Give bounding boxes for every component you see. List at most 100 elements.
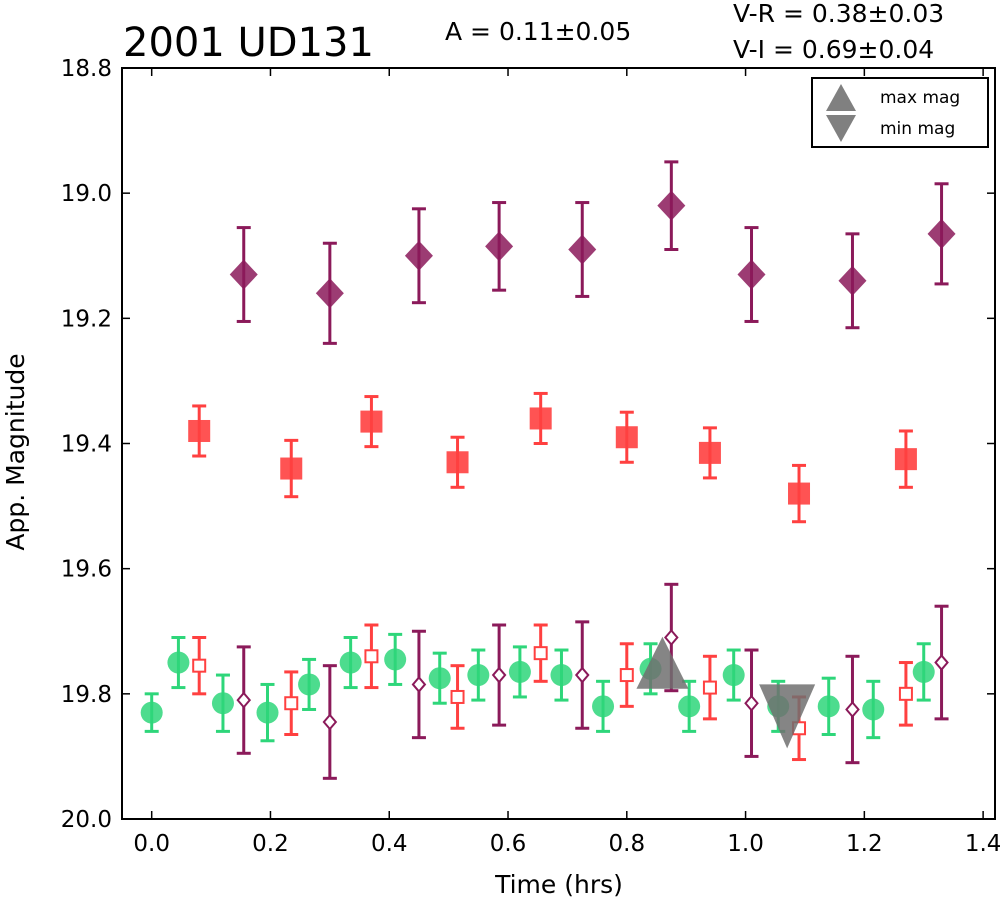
data-point	[229, 259, 258, 290]
data-point	[280, 457, 303, 480]
legend: max mag min mag	[811, 77, 989, 148]
diamond-marker	[927, 218, 956, 249]
circle-marker	[862, 698, 885, 721]
data-point	[838, 265, 867, 296]
circle-marker	[256, 701, 279, 724]
diamond-marker	[485, 231, 514, 262]
data-point	[912, 660, 935, 683]
square-marker	[698, 441, 721, 464]
data-point	[236, 691, 252, 709]
data-point	[568, 234, 597, 265]
open-diamond-marker	[664, 628, 679, 647]
open-diamond-marker	[322, 713, 338, 731]
data-point	[140, 701, 163, 724]
data-point	[592, 695, 615, 718]
circle-marker	[508, 660, 531, 683]
x-tick-label: 0.2	[252, 831, 289, 857]
chart-title: 2001 UD131	[123, 20, 374, 66]
min-mag-marker	[759, 684, 816, 749]
data-point	[404, 240, 433, 271]
x-tick-label: 1.4	[965, 831, 1000, 857]
x-tick-label: 1.2	[846, 831, 883, 857]
data-point	[411, 675, 427, 693]
circle-marker	[550, 664, 573, 687]
open-diamond-marker	[934, 654, 949, 672]
circle-marker	[140, 701, 163, 724]
diamond-marker	[315, 278, 344, 309]
color-index-vi: V-I = 0.69±0.04	[733, 35, 934, 64]
data-point	[702, 680, 717, 695]
x-tick-label: 0.0	[133, 831, 170, 857]
data-point	[298, 673, 321, 696]
open-diamond-marker	[411, 675, 427, 693]
open-diamond-marker	[574, 666, 590, 684]
y-tick-label: 19.4	[61, 432, 112, 458]
open-square-marker	[192, 658, 207, 673]
y-axis-label: App. Magnitude	[1, 353, 30, 550]
data-point	[428, 667, 451, 690]
data-point	[927, 218, 956, 249]
open-square-marker	[364, 649, 379, 664]
legend-max-mag-marker	[826, 84, 856, 111]
data-point	[167, 651, 190, 674]
data-point	[192, 658, 207, 673]
data-point	[722, 664, 745, 687]
legend-min-mag-label: min mag	[880, 119, 955, 139]
circle-marker	[211, 692, 234, 715]
square-marker	[280, 457, 303, 480]
data-point	[211, 692, 234, 715]
diamond-marker	[737, 259, 766, 290]
square-marker	[360, 410, 383, 433]
circle-marker	[722, 664, 745, 687]
data-point	[188, 419, 211, 442]
square-marker	[529, 407, 552, 430]
circle-marker	[467, 664, 490, 687]
open-square-marker	[898, 686, 913, 701]
square-marker	[615, 426, 638, 449]
amplitude-label: A = 0.11±0.05	[445, 17, 631, 46]
y-tick-label: 19.6	[61, 557, 112, 583]
x-tick-label: 0.4	[371, 831, 408, 857]
y-tick-label: 19.8	[61, 682, 112, 708]
data-point	[788, 482, 811, 505]
diamond-marker	[838, 265, 867, 296]
data-point	[533, 646, 548, 661]
square-marker	[894, 448, 917, 471]
circle-marker	[817, 695, 840, 718]
y-tick-label: 20.0	[61, 807, 112, 833]
data-point	[845, 700, 860, 719]
diamond-marker	[568, 234, 597, 265]
open-square-marker	[702, 680, 717, 695]
open-diamond-marker	[845, 700, 860, 719]
data-point	[485, 231, 514, 262]
square-marker	[446, 451, 469, 474]
x-tick-label: 0.6	[490, 831, 527, 857]
data-point	[934, 654, 949, 672]
circle-marker	[298, 673, 321, 696]
data-point	[360, 410, 383, 433]
y-tick-label: 18.8	[61, 56, 112, 82]
x-tick-label: 0.8	[609, 831, 646, 857]
circle-marker	[167, 651, 190, 674]
open-square-marker	[533, 646, 548, 661]
data-point	[737, 259, 766, 290]
data-point	[898, 686, 913, 701]
circle-marker	[678, 695, 701, 718]
data-point	[615, 426, 638, 449]
data-point	[284, 696, 299, 711]
open-square-marker	[284, 696, 299, 711]
diamond-marker	[657, 190, 686, 221]
max-mag-marker	[636, 636, 689, 689]
open-diamond-marker	[744, 694, 759, 712]
open-diamond-marker	[491, 666, 507, 684]
diamond-marker	[229, 259, 258, 290]
data-point	[664, 628, 679, 647]
data-point	[491, 666, 507, 684]
data-point	[817, 695, 840, 718]
open-diamond-marker	[236, 691, 252, 709]
color-index-vr: V-R = 0.38±0.03	[733, 0, 944, 28]
data-point	[550, 664, 573, 687]
data-point	[744, 694, 759, 712]
data-point	[698, 441, 721, 464]
